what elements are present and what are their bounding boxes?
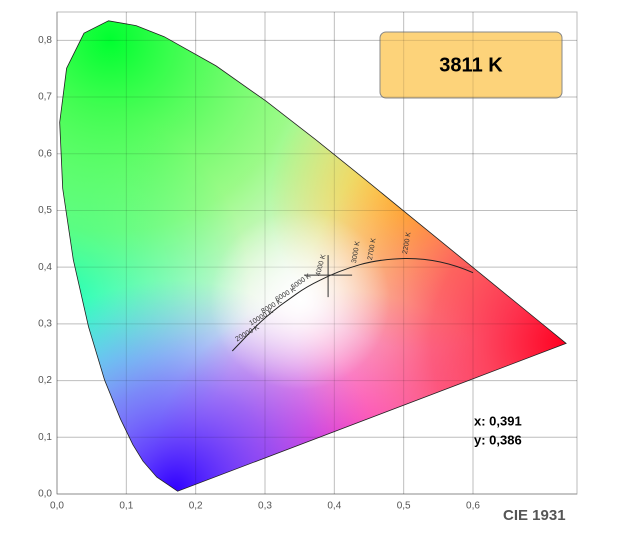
cct-value: 3811 K [439,54,503,76]
cct-label: 2200 K [402,231,413,254]
planckian-locus [231,257,474,352]
crosshair [304,255,353,298]
y-tick-label: 0,7 [38,92,52,103]
chart-label: CIE 1931 [503,507,566,524]
x-tick-label: 0,2 [189,501,203,512]
x-coordinate: x: 0,391 [474,413,522,428]
y-tick-label: 0,2 [38,375,52,386]
y-coordinate: y: 0,386 [474,432,522,447]
y-tick-label: 0,0 [38,489,52,500]
y-tick-label: 0,8 [38,35,52,46]
cct-label: 2700 K [367,237,378,260]
x-tick-label: 0,5 [397,501,411,512]
cct-label: 3000 K [351,240,362,263]
x-tick-label: 0,4 [327,501,341,512]
y-tick-label: 0,4 [38,262,52,273]
cct-box [379,31,563,99]
x-tick-label: 0,0 [50,501,64,512]
x-tick-label: 0,6 [466,501,480,512]
spectral-locus [59,20,567,492]
y-tick-label: 0,6 [38,148,52,159]
grid-overlay [56,12,577,495]
y-tick-label: 0,1 [38,432,52,443]
y-tick-label: 0,3 [38,319,52,330]
x-tick-label: 0,3 [258,501,272,512]
x-tick-label: 0,1 [119,501,133,512]
y-tick-label: 0,5 [38,205,52,216]
